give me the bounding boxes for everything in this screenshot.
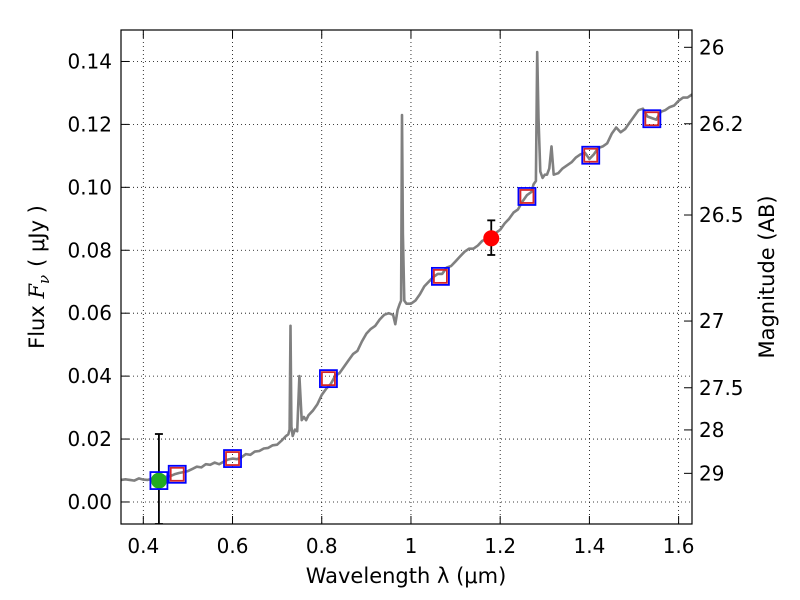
x-axis-label: Wavelength λ (μm) (306, 564, 507, 588)
filter-marker (319, 369, 338, 389)
model-photometry-marker (321, 371, 336, 387)
y-axis-label-unit: ( μJy ) (25, 205, 49, 267)
filter-marker (223, 449, 242, 468)
y-tick-label: 0.02 (67, 427, 112, 451)
y2-tick-label: 26.2 (699, 112, 744, 136)
y-tick-label: 0.12 (67, 112, 112, 136)
model-photometry-marker (433, 268, 448, 284)
y2-tick-label: 29 (699, 461, 724, 485)
model-photometry-marker (169, 466, 185, 482)
model-photometry-marker (583, 147, 599, 163)
x-tick-label: 1.2 (484, 534, 516, 558)
x-tick-label: 0.8 (306, 534, 338, 558)
y-axis-label: Flux Fν ( μJy ) (25, 205, 53, 349)
y2-tick-label: 26 (699, 35, 724, 59)
filter-marker (642, 109, 662, 129)
y2-tick-label: 27 (699, 309, 724, 333)
y2-tick-label: 26.5 (699, 203, 744, 227)
model-photometry-marker (644, 111, 660, 127)
y-tick-label: 0.08 (67, 238, 112, 262)
series-layer (121, 50, 692, 524)
plot-frame (120, 29, 693, 525)
filter-marker (581, 145, 601, 165)
x-tick-label: 1.6 (663, 534, 695, 558)
y-tick-label: 0.04 (67, 364, 112, 388)
tick-layer: 0.4 0.6 0.8 1 1.2 1.4 1.6 0.00 0.02 0.04 0.06 0.08 0… (67, 30, 744, 558)
y-axis-label-symbol: F (25, 283, 49, 300)
photometry-point (150, 472, 167, 489)
filter-marker (149, 471, 169, 490)
x-tick-label: 0.6 (217, 534, 249, 558)
filter-marker (517, 187, 537, 206)
filter-marker (431, 266, 450, 286)
model-photometry-marker (519, 189, 535, 204)
model-photometry-marker (225, 451, 240, 466)
y2-axis-label: Magnitude (AB) (755, 195, 779, 358)
y2-tick-label: 27.5 (699, 376, 744, 400)
y-tick-label: 0.06 (67, 301, 112, 325)
x-tick-label: 1 (405, 534, 418, 558)
clipped-series (121, 50, 692, 524)
y2-tick-label: 28 (699, 418, 724, 442)
x-tick-label: 1.4 (573, 534, 605, 558)
y-tick-label: 0.14 (67, 49, 112, 73)
y-axis-label-subscript: ν (35, 275, 53, 284)
photometry-point (483, 230, 500, 247)
y-tick-label: 0.00 (67, 490, 112, 514)
x-tick-label: 0.4 (127, 534, 159, 558)
y-tick-label: 0.10 (67, 175, 112, 199)
y-axis-label-prefix: Flux (25, 299, 49, 349)
filter-marker (167, 464, 187, 484)
